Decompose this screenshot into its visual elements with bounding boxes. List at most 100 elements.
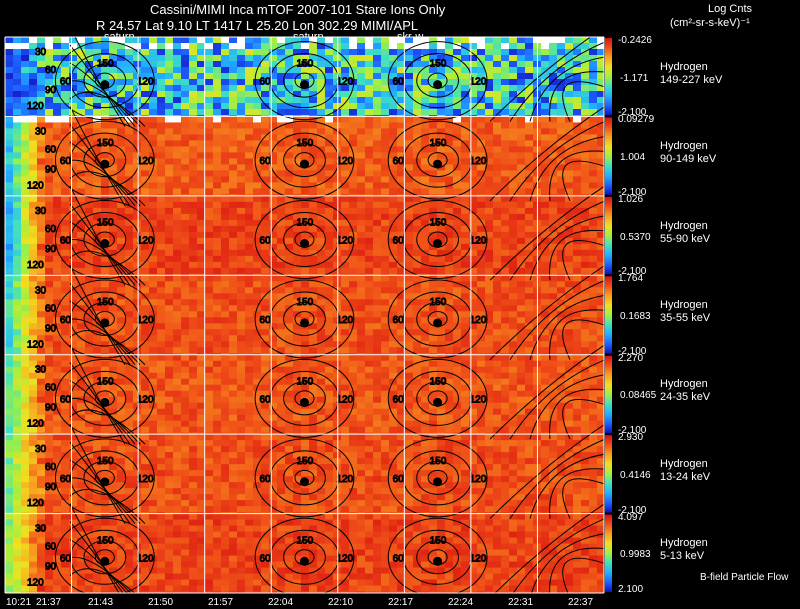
colorbar — [605, 38, 612, 116]
colorbar-mid-label: 1.004 — [620, 152, 646, 164]
units-label: (cm²-sr-s-keV)⁻¹ — [670, 17, 750, 29]
contour-label: 60 — [45, 65, 57, 76]
contour-label: 60 — [60, 236, 72, 247]
contour-label: 90 — [45, 482, 57, 493]
contour-label: 60 — [60, 394, 72, 405]
colorbar-mid-label: 0.08465 — [620, 390, 657, 402]
contour-label: 120 — [137, 77, 154, 88]
panel-species-label: Hydrogen — [660, 140, 708, 153]
contour-label: 60 — [393, 156, 405, 167]
contour-label: 60 — [393, 394, 405, 405]
flow-dot — [433, 80, 443, 90]
contour-label: 150 — [297, 456, 314, 467]
colorbar — [605, 196, 612, 275]
flow-dot — [300, 397, 309, 407]
colorbar-min-label: -2.100 — [618, 107, 647, 119]
flow-dot — [433, 318, 443, 328]
contour-label: 60 — [260, 474, 272, 485]
contour-label: 60 — [393, 315, 405, 326]
contour-label: 60 — [45, 303, 57, 314]
contour-label: 60 — [45, 383, 57, 394]
colorbar — [605, 435, 612, 513]
contour-label: 90 — [45, 164, 57, 175]
flow-dot — [300, 159, 309, 169]
contour-label: 150 — [430, 376, 447, 387]
contour-label: 150 — [430, 59, 447, 70]
contour-label: 120 — [470, 315, 487, 326]
colorbar-min-label: -2.100 — [618, 266, 647, 278]
contour-label: 30 — [35, 285, 47, 296]
contour-label: 120 — [137, 394, 154, 405]
contour-label: 60 — [260, 236, 272, 247]
contour-label: 120 — [470, 236, 487, 247]
colorbar-max-label: 2.930 — [618, 432, 644, 444]
contour-label: 120 — [337, 77, 354, 88]
contour-label: 90 — [45, 244, 57, 255]
contour-label: 120 — [470, 77, 487, 88]
page-title: Cassini/MIMI Inca mTOF 2007-101 Stare Io… — [150, 2, 446, 17]
colorbar — [605, 276, 612, 354]
time-tick-label: 21:57 — [208, 597, 234, 608]
contour-label: 150 — [97, 376, 114, 387]
colorbar-mid-label: 0.5370 — [620, 231, 651, 243]
contour-label: 60 — [60, 474, 72, 485]
colorbar-min-label: -2.100 — [618, 345, 647, 357]
contour-label: 150 — [430, 535, 447, 546]
panel-species-label: Hydrogen — [660, 457, 708, 470]
colorbar-min-label: -2.100 — [618, 425, 647, 437]
contour-label: 60 — [45, 542, 57, 553]
colorbar-max-label: 4.097 — [618, 511, 644, 523]
panel-energy-label: 149-227 keV — [660, 73, 723, 86]
contour-label: 150 — [297, 138, 314, 149]
panel-energy-label: 24-35 keV — [660, 391, 711, 404]
contour-label: 30 — [35, 444, 47, 455]
contour-label: 120 — [337, 394, 354, 405]
contour-label: 150 — [97, 535, 114, 546]
contour-label: 120 — [337, 156, 354, 167]
time-tick-label: 21:37 — [36, 597, 62, 608]
colorbar-min-label: 2.100 — [618, 584, 644, 595]
colorbar-mid-label: 0.9983 — [620, 549, 651, 561]
contour-label: 150 — [97, 138, 114, 149]
contour-label: 120 — [337, 553, 354, 564]
contour-label: 60 — [260, 77, 272, 88]
contour-label: 30 — [35, 206, 47, 217]
colorbar-min-label: -2.100 — [618, 504, 647, 516]
colorbar-max-label: 1.026 — [618, 193, 644, 205]
contour-label: 150 — [297, 297, 314, 308]
contour-label: 60 — [45, 224, 57, 235]
panel-species-label: Hydrogen — [660, 299, 708, 311]
grid-lines — [4, 36, 605, 594]
colorbar — [605, 355, 612, 434]
contour-label: 60 — [45, 462, 57, 473]
panel-species-label: Hydrogen — [660, 378, 708, 391]
contour-label: 90 — [45, 403, 57, 414]
contour-label: 30 — [35, 47, 47, 58]
contour-label: 120 — [337, 474, 354, 485]
panel-energy-label: 55-90 keV — [660, 232, 711, 245]
time-tick-label: 22:17 — [388, 597, 414, 608]
panel-energy-label: 5-13 keV — [660, 550, 705, 563]
contour-label: 120 — [137, 474, 154, 485]
contour-label: 120 — [337, 315, 354, 326]
contour-label: 60 — [393, 77, 405, 88]
flow-dot — [433, 397, 443, 407]
panel-energy-label: 13-24 keV — [660, 470, 711, 483]
contour-label: 60 — [45, 144, 57, 155]
contour-label: 150 — [97, 218, 114, 229]
contour-label: 120 — [470, 394, 487, 405]
contour-label: 150 — [97, 456, 114, 467]
time-tick-label: 22:04 — [268, 597, 294, 608]
flow-dot — [300, 556, 309, 566]
time-tick-label: 10:21 — [6, 597, 32, 608]
contour-label: 120 — [137, 553, 154, 564]
time-tick-label: 22:10 — [328, 597, 354, 608]
contour-label: 120 — [27, 180, 44, 191]
contour-label: 150 — [430, 456, 447, 467]
contour-label: 150 — [430, 138, 447, 149]
contour-label: 150 — [97, 59, 114, 70]
colorbar-max-label: 2.270 — [618, 352, 644, 364]
contour-label: 120 — [137, 236, 154, 247]
time-tick-label: 21:43 — [88, 597, 114, 608]
